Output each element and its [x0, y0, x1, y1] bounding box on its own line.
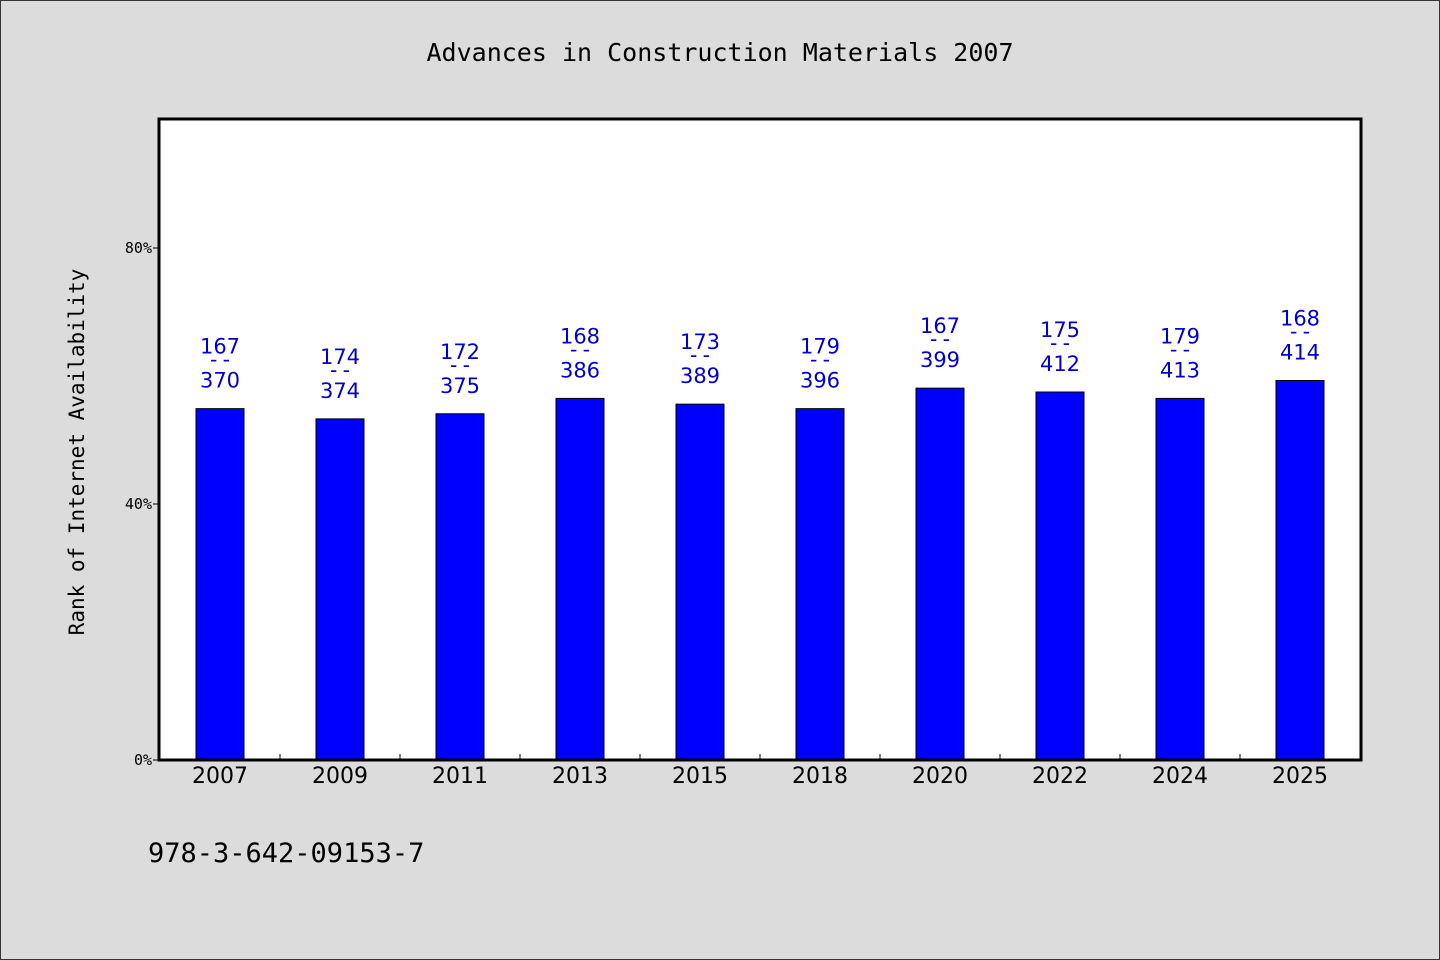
- bar-label-bottom: 412: [1040, 352, 1080, 376]
- bar-2015: [675, 403, 725, 761]
- bar-label-top: 172: [440, 340, 480, 364]
- x-tick-label-2022: 2022: [1032, 764, 1088, 789]
- x-tick-label-2015: 2015: [672, 764, 728, 789]
- bar-label-top: 168: [1280, 306, 1320, 330]
- bar-label-separator: --: [207, 348, 232, 372]
- y-tick-label: 0%: [134, 751, 152, 769]
- bar-label-bottom: 386: [560, 358, 600, 382]
- bar-label-bottom: 389: [680, 364, 720, 388]
- bar-2020: [915, 387, 965, 761]
- bar-2009: [315, 418, 365, 761]
- bar-label-bottom: 396: [800, 369, 840, 393]
- bar-label-separator: --: [1047, 331, 1072, 355]
- bar-label-top: 167: [200, 335, 240, 359]
- bar-label-bottom: 399: [920, 348, 960, 372]
- bar-label-bottom: 374: [320, 379, 360, 403]
- bar-label-top: 167: [920, 314, 960, 338]
- x-tick-label-2007: 2007: [192, 764, 248, 789]
- bar-label-bottom: 414: [1280, 340, 1320, 364]
- x-tick-label-2011: 2011: [432, 764, 488, 789]
- x-tick-label-2025: 2025: [1272, 764, 1328, 789]
- bar-2011: [435, 413, 485, 761]
- bar-label-bottom: 370: [200, 369, 240, 393]
- bar-label-top: 168: [560, 324, 600, 348]
- bar-2022: [1035, 391, 1085, 761]
- bar-2013: [555, 397, 605, 761]
- bar-label-bottom: 413: [1160, 358, 1200, 382]
- bar-label-top: 173: [680, 330, 720, 354]
- bar-label-separator: --: [1167, 337, 1192, 361]
- bar-label-separator: --: [1287, 319, 1312, 343]
- y-axis-label: Rank of Internet Availability: [65, 269, 89, 636]
- isbn-text: 978-3-642-09153-7: [148, 838, 424, 869]
- bar-2018: [795, 408, 845, 761]
- bar-label-top: 179: [1160, 324, 1200, 348]
- bar-2024: [1155, 397, 1205, 761]
- bar-label-bottom: 375: [440, 374, 480, 398]
- y-tick-label: 80%: [125, 239, 152, 257]
- chart-title: Advances in Construction Materials 2007: [427, 38, 1014, 67]
- bar-label-separator: --: [807, 348, 832, 372]
- bar-label-separator: --: [327, 358, 352, 382]
- bar-series: [195, 379, 1325, 761]
- bar-2007: [195, 408, 245, 761]
- x-tick-label-2018: 2018: [792, 764, 848, 789]
- bar-label-separator: --: [687, 343, 712, 367]
- x-tick-label-2013: 2013: [552, 764, 608, 789]
- plot-border: [157, 117, 1363, 762]
- bar-label-top: 175: [1040, 318, 1080, 342]
- bar-2025: [1275, 379, 1325, 761]
- bar-label-separator: --: [447, 353, 472, 377]
- y-tick-label: 40%: [125, 495, 152, 513]
- x-tick-label-2020: 2020: [912, 764, 968, 789]
- x-tick-label-2009: 2009: [312, 764, 368, 789]
- bar-data-labels: 370--167374--174375--172386--168389--173…: [200, 306, 1320, 402]
- bar-label-top: 179: [800, 335, 840, 359]
- bar-label-separator: --: [927, 327, 952, 351]
- bar-label-top: 174: [320, 345, 360, 369]
- y-axis-ticks: 0% 40% 80%: [125, 239, 160, 769]
- x-axis-ticks: 2007 2009 2011 2013 2015 2018 2020 2022 2024 2025: [192, 754, 1328, 789]
- bar-label-separator: --: [567, 337, 592, 361]
- x-tick-label-2024: 2024: [1152, 764, 1208, 789]
